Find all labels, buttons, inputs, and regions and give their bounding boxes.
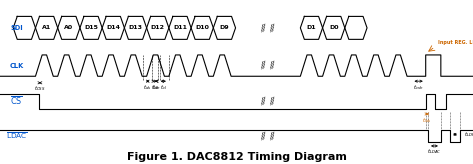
Text: CLK: CLK [9, 63, 24, 69]
Text: $t_{ds}$: $t_{ds}$ [143, 83, 152, 92]
Text: $t_{csh}$: $t_{csh}$ [413, 83, 424, 92]
Text: $\overline{\rm CS}$: $\overline{\rm CS}$ [10, 96, 23, 108]
Text: $\overline{\rm LDAC}$: $\overline{\rm LDAC}$ [6, 131, 27, 141]
Text: //: // [269, 61, 277, 71]
Text: D11: D11 [173, 25, 187, 30]
Text: D10: D10 [195, 25, 209, 30]
Text: D0: D0 [329, 25, 339, 30]
Text: //: // [259, 131, 267, 141]
Text: Figure 1. DAC8812 Timing Diagram: Figure 1. DAC8812 Timing Diagram [127, 152, 346, 162]
Text: //: // [259, 23, 267, 33]
Text: $t_{lds}$: $t_{lds}$ [422, 116, 432, 124]
Text: D15: D15 [84, 25, 98, 30]
Text: //: // [259, 61, 267, 71]
Text: //: // [269, 131, 277, 141]
Text: A0: A0 [64, 25, 73, 30]
Text: $t_{LDAC}$: $t_{LDAC}$ [427, 148, 442, 156]
Text: SDI: SDI [10, 25, 23, 31]
Text: $t_{LDH}$: $t_{LDH}$ [464, 130, 473, 139]
Text: $t_{dh}$: $t_{dh}$ [152, 83, 160, 92]
Text: //: // [259, 97, 267, 107]
Text: $t_{cl}$: $t_{cl}$ [159, 83, 167, 92]
Text: $t_{CSS}$: $t_{CSS}$ [34, 84, 46, 93]
Text: D9: D9 [219, 25, 229, 30]
Text: D14: D14 [106, 25, 120, 30]
Text: $t_{ch}$: $t_{ch}$ [151, 83, 159, 92]
Text: D1: D1 [307, 25, 316, 30]
Text: D12: D12 [151, 25, 165, 30]
Text: A1: A1 [42, 25, 51, 30]
Text: //: // [269, 23, 277, 33]
Text: D13: D13 [129, 25, 142, 30]
Text: //: // [269, 97, 277, 107]
Text: Input REG. LD: Input REG. LD [438, 40, 473, 45]
